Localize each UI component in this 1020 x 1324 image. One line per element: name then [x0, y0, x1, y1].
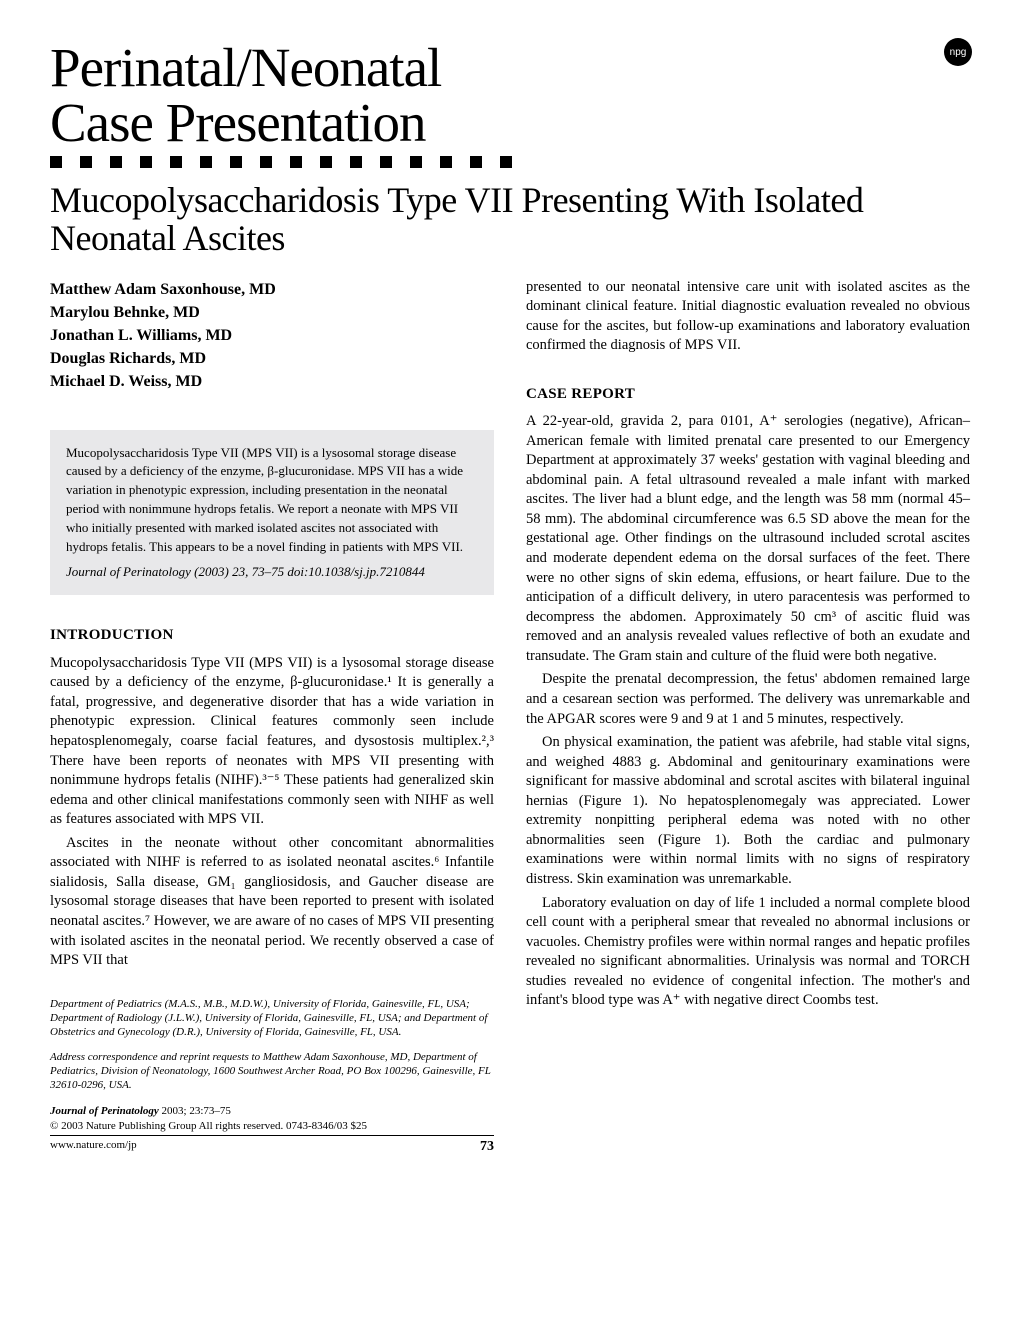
section-kicker-line2: Case Presentation [50, 95, 970, 150]
two-column-layout: Matthew Adam Saxonhouse, MD Marylou Behn… [50, 278, 970, 1157]
journal-copyright: © 2003 Nature Publishing Group All right… [50, 1120, 367, 1132]
author: Matthew Adam Saxonhouse, MD [50, 278, 494, 301]
left-column: Matthew Adam Saxonhouse, MD Marylou Behn… [50, 278, 494, 1157]
intro-paragraph-2: Ascites in the neonate without other con… [50, 834, 494, 971]
intro-continuation: presented to our neonatal intensive care… [526, 278, 970, 356]
intro-paragraph-1: Mucopolysaccharidosis Type VII (MPS VII)… [50, 654, 494, 830]
journal-details: 2003; 23:73–75 [162, 1105, 231, 1117]
introduction-heading: INTRODUCTION [50, 625, 494, 645]
affiliations-block: Department of Pediatrics (M.A.S., M.B., … [50, 997, 494, 1093]
section-kicker: Perinatal/Neonatal Case Presentation [50, 40, 970, 150]
journal-footer: Journal of Perinatology 2003; 23:73–75 ©… [50, 1104, 494, 1133]
dotted-rule [50, 156, 970, 168]
page-footer: www.nature.com/jp 73 [50, 1135, 494, 1157]
abstract-journal-line: Journal of Perinatology (2003) 23, 73–75… [66, 563, 480, 582]
abstract-box: Mucopolysaccharidosis Type VII (MPS VII)… [50, 430, 494, 596]
journal-name: Journal of Perinatology [50, 1105, 159, 1117]
case-paragraph-3: On physical examination, the patient was… [526, 733, 970, 890]
case-report-heading: CASE REPORT [526, 384, 970, 404]
page-number: 73 [480, 1138, 494, 1157]
author: Jonathan L. Williams, MD [50, 324, 494, 347]
author: Marylou Behnke, MD [50, 301, 494, 324]
author: Michael D. Weiss, MD [50, 370, 494, 393]
abstract-body: Mucopolysaccharidosis Type VII (MPS VII)… [66, 444, 480, 557]
section-kicker-line1: Perinatal/Neonatal [50, 40, 970, 95]
npg-badge: npg [944, 38, 972, 66]
right-column: presented to our neonatal intensive care… [526, 278, 970, 1157]
author-list: Matthew Adam Saxonhouse, MD Marylou Behn… [50, 278, 494, 394]
case-paragraph-1: A 22-year-old, gravida 2, para 0101, A⁺ … [526, 412, 970, 666]
department-affiliations: Department of Pediatrics (M.A.S., M.B., … [50, 997, 494, 1040]
correspondence-address: Address correspondence and reprint reque… [50, 1050, 494, 1093]
case-paragraph-2: Despite the prenatal decompression, the … [526, 670, 970, 729]
author: Douglas Richards, MD [50, 347, 494, 370]
footer-url: www.nature.com/jp [50, 1138, 137, 1157]
case-paragraph-4: Laboratory evaluation on day of life 1 i… [526, 894, 970, 1011]
article-title: Mucopolysaccharidosis Type VII Presentin… [50, 182, 970, 258]
